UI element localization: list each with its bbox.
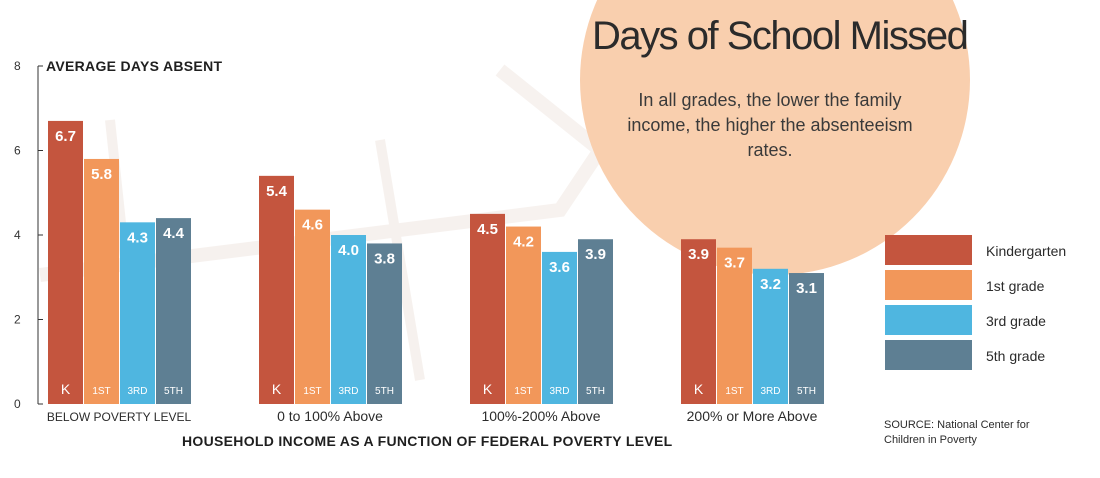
bar-value-label: 3.8 (374, 250, 395, 267)
bar-grade-label: 1ST (514, 386, 532, 397)
legend-swatch (885, 305, 972, 335)
source-note: SOURCE: National Center for Children in … (884, 419, 1030, 446)
bar-grade-label: 1ST (725, 386, 743, 397)
x-axis-label: HOUSEHOLD INCOME AS A FUNCTION OF FEDERA… (182, 433, 673, 449)
legend-label: 3rd grade (986, 313, 1046, 329)
labels-layer: 6.7 K 5.8 1ST 4.3 3RD 4.4 5TH BELOW POVERTY LEVE… (47, 128, 818, 424)
bar-value-label: 3.2 (760, 276, 781, 293)
bar (84, 158, 119, 404)
y-axis: 0 2 4 6 8 (14, 59, 43, 411)
bar-value-label: 6.7 (55, 128, 76, 145)
bar (156, 218, 191, 404)
legend-label: 1st grade (986, 278, 1045, 294)
bar-value-label: 3.9 (688, 246, 709, 263)
chart-subtitle: In all grades, the lower the family inco… (627, 90, 913, 160)
y-tick-label: 8 (14, 59, 21, 73)
legend-swatch (885, 270, 972, 300)
bar-grade-label: 1ST (303, 386, 321, 397)
category-label: BELOW POVERTY LEVEL (47, 410, 192, 424)
category-label: 200% or More Above (687, 408, 818, 424)
bar (295, 209, 330, 404)
category-label: 0 to 100% Above (277, 408, 383, 424)
bar (506, 226, 541, 404)
bar (367, 243, 402, 404)
bar-value-label: 3.6 (549, 259, 570, 276)
bar (717, 247, 752, 404)
bar-grade-label: K (61, 381, 71, 397)
bar (120, 222, 155, 404)
bars-layer (48, 120, 824, 405)
bar-value-label: 4.2 (513, 234, 534, 251)
bar-grade-label: 3RD (127, 386, 147, 397)
bar-grade-label: K (272, 381, 282, 397)
bar-value-label: 4.6 (302, 217, 323, 234)
bar-value-label: 3.1 (796, 280, 817, 297)
legend-swatch (885, 340, 972, 370)
bar (259, 175, 294, 404)
legend-label: Kindergarten (986, 243, 1067, 259)
bar (542, 251, 577, 404)
bar-value-label: 3.7 (724, 255, 745, 272)
bar (753, 268, 788, 404)
bar (681, 239, 716, 404)
bar-grade-label: K (483, 381, 493, 397)
bar-grade-label: 3RD (549, 386, 569, 397)
bar-grade-label: 5TH (375, 386, 394, 397)
bar-grade-label: 5TH (164, 386, 183, 397)
bar (331, 235, 366, 404)
category-label: 100%-200% Above (481, 408, 600, 424)
bar (48, 120, 83, 405)
y-tick-label: 0 (14, 397, 21, 411)
bar-grade-label: 1ST (92, 386, 110, 397)
bar-grade-label: 3RD (760, 386, 780, 397)
bar-value-label: 4.5 (477, 221, 498, 238)
bar (470, 213, 505, 404)
bar-value-label: 3.9 (585, 246, 606, 263)
y-axis-label: AVERAGE DAYS ABSENT (46, 58, 223, 74)
bar (789, 273, 824, 404)
title-circle (580, 0, 970, 275)
y-tick-label: 6 (14, 144, 21, 158)
legend-label: 5th grade (986, 348, 1046, 364)
bar-value-label: 4.4 (163, 225, 185, 242)
chart-title: Days of School Missed (592, 14, 969, 58)
bar-value-label: 5.8 (91, 166, 112, 183)
bar-grade-label: K (694, 381, 704, 397)
bar-value-label: 5.4 (266, 183, 288, 200)
y-tick-label: 4 (14, 228, 21, 242)
legend-swatch (885, 235, 972, 265)
bar-grade-label: 5TH (586, 386, 605, 397)
bar (578, 239, 613, 404)
bar-grade-label: 5TH (797, 386, 816, 397)
bar-value-label: 4.3 (127, 229, 148, 246)
bar-value-label: 4.0 (338, 242, 359, 259)
bar-grade-label: 3RD (338, 386, 358, 397)
y-tick-label: 2 (14, 313, 21, 327)
